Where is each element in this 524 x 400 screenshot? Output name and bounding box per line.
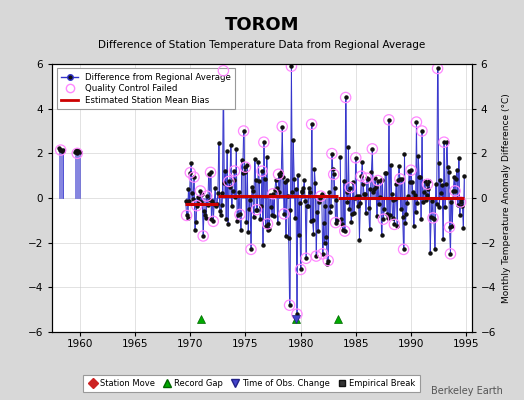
Point [192, 202, 201, 209]
Point [423, 181, 432, 187]
Point [319, 251, 327, 257]
Point [399, 246, 408, 252]
Text: Difference of Station Temperature Data from Regional Average: Difference of Station Temperature Data f… [99, 40, 425, 50]
Point [225, 178, 233, 185]
Point [418, 128, 426, 134]
Point [445, 224, 454, 230]
Point [252, 206, 260, 213]
Legend: Station Move, Record Gap, Time of Obs. Change, Empirical Break: Station Move, Record Gap, Time of Obs. C… [83, 374, 420, 392]
Point [342, 94, 350, 101]
Point [293, 311, 301, 317]
Point [236, 211, 244, 218]
Point [341, 228, 349, 234]
Point [385, 117, 393, 123]
Point [206, 169, 215, 176]
Point [440, 139, 448, 145]
Point [241, 164, 249, 170]
Point [429, 215, 437, 221]
Point [433, 65, 442, 72]
Point [186, 170, 194, 176]
Point [258, 168, 266, 174]
Point [57, 147, 65, 153]
Point [230, 168, 238, 174]
Y-axis label: Monthly Temperature Anomaly Difference (°C): Monthly Temperature Anomaly Difference (… [501, 93, 510, 303]
Point [390, 221, 399, 228]
Point [182, 212, 191, 219]
Point [287, 63, 296, 70]
Point [328, 150, 336, 157]
Point [368, 146, 377, 152]
Point [247, 246, 255, 252]
Point [346, 184, 354, 191]
Point [269, 190, 277, 197]
Point [239, 128, 248, 134]
Point [363, 175, 371, 182]
Point [190, 174, 198, 180]
Point [219, 68, 227, 74]
Point [275, 171, 283, 178]
Point [280, 211, 288, 217]
Point [302, 255, 310, 262]
Legend: Difference from Regional Average, Quality Control Failed, Estimated Station Mean: Difference from Regional Average, Qualit… [57, 68, 235, 109]
Point [73, 150, 81, 156]
Point [324, 257, 332, 264]
Point [209, 218, 217, 224]
Point [286, 302, 294, 308]
Text: TOROM: TOROM [225, 16, 299, 34]
Point [260, 139, 268, 145]
Point [264, 221, 272, 227]
Point [379, 216, 388, 222]
Point [199, 233, 208, 239]
Point [446, 251, 455, 257]
Point [297, 266, 305, 273]
Point [396, 176, 404, 182]
Point [374, 177, 382, 184]
Point [451, 188, 459, 194]
Point [330, 171, 338, 178]
Point [203, 193, 211, 199]
Point [331, 219, 340, 226]
Point [308, 121, 316, 128]
Point [316, 193, 325, 199]
Point [456, 199, 465, 205]
Point [352, 154, 360, 161]
Point [278, 123, 287, 130]
Point [312, 253, 321, 259]
Text: Berkeley Earth: Berkeley Earth [431, 386, 503, 396]
Point [407, 167, 415, 174]
Point [412, 119, 421, 125]
Point [196, 188, 204, 194]
Point [357, 173, 365, 179]
